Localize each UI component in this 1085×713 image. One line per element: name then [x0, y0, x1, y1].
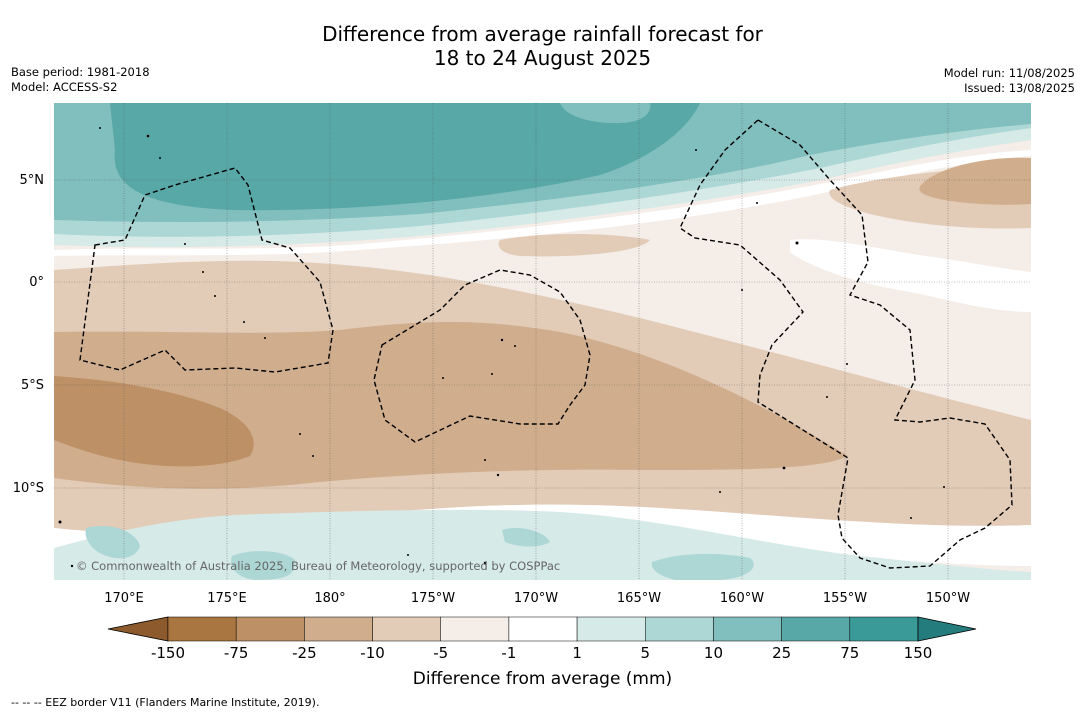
lon-label-165w: 165°W: [617, 591, 661, 606]
colorbar-extend-low: [107, 616, 169, 642]
lon-labels: 170°E 175°E 180° 175°W 170°W 165°W 160°W…: [104, 591, 970, 606]
north-core: [110, 103, 700, 211]
colorbar-tick-label: 5: [640, 644, 650, 662]
model-run-date: Model run: 11/08/2025: [943, 66, 1075, 80]
lon-label-180: 180°: [314, 591, 345, 606]
lon-label-160w: 160°W: [720, 591, 764, 606]
colorbar-tick-label: 150: [904, 644, 933, 662]
lon-label-170e: 170°E: [104, 591, 144, 606]
lon-label-175w: 175°W: [411, 591, 455, 606]
colorbar-segment: [645, 616, 714, 642]
brown-band-strong: [54, 376, 254, 467]
colorbar-segment: [167, 616, 237, 642]
colorbar-tick-label: -5: [433, 644, 448, 662]
colorbar-segment: [235, 616, 305, 642]
colorbar-tick-label: -1: [501, 644, 516, 662]
lon-label-155w: 155°W: [823, 591, 867, 606]
lat-labels: 5°N 0° 5°S 10°S: [13, 173, 44, 496]
eez-kiribati-gilbert: [79, 167, 334, 373]
lon-label-170w: 170°W: [514, 591, 558, 606]
lat-label-0: 0°: [29, 275, 44, 290]
brown-band-northeast-core: [919, 157, 1031, 205]
rainfall-anomaly-map: © Commonwealth of Australia 2025, Bureau…: [54, 103, 1031, 580]
lon-label-150w: 150°W: [926, 591, 970, 606]
colorbar-tick-label: -25: [292, 644, 317, 662]
copyright-notice: © Commonwealth of Australia 2025, Bureau…: [76, 559, 560, 573]
colorbar-segment: [372, 616, 441, 642]
colorbar-tick-label: -75: [224, 644, 249, 662]
south-patch-a: [85, 526, 140, 559]
map-title-line2: 18 to 24 August 2025: [433, 46, 652, 70]
map-title-line1: Difference from average rainfall forecas…: [322, 22, 763, 46]
eez-tokelau-phoenix: [373, 269, 591, 443]
south-patch-d: [651, 553, 754, 580]
eez-borders: [79, 119, 1013, 569]
colorbar-segment: [508, 616, 578, 642]
brown-band-north-patch: [498, 234, 650, 257]
colorbar-tick-label: 25: [772, 644, 791, 662]
south-patch-c: [502, 527, 550, 547]
colorbar-segment: [713, 616, 782, 642]
colorbar-tick-label: 75: [840, 644, 859, 662]
colorbar-segment: [849, 616, 919, 642]
islands: [58, 127, 945, 568]
issued-date: Issued: 13/08/2025: [964, 81, 1075, 95]
base-period: Base period: 1981-2018: [11, 65, 150, 79]
run-info: Model run: 11/08/2025 Issued: 13/08/2025: [944, 66, 1075, 96]
eez-line-islands: [679, 119, 1013, 569]
lat-label-5n: 5°N: [20, 173, 45, 188]
colorbar-segment: [304, 616, 373, 642]
lon-label-175e: 175°E: [207, 591, 247, 606]
colorbar-extend-high: [917, 616, 977, 642]
lat-label-10s: 10°S: [13, 481, 44, 496]
colorbar-tick-label: 10: [704, 644, 723, 662]
colorbar-tick-label: 1: [572, 644, 582, 662]
equatorial-dry-gap: [790, 239, 1031, 312]
colorbar-segment: [440, 616, 510, 642]
eez-footnote: -- -- -- EEZ border V11 (Flanders Marine…: [11, 696, 320, 709]
colorbar-tick-label: -10: [360, 644, 385, 662]
colorbar-tick-label: -150: [151, 644, 185, 662]
colorbar-segment: [576, 616, 646, 642]
model-info: Base period: 1981-2018 Model: ACCESS-S2: [11, 65, 150, 95]
graticule: [54, 103, 1031, 580]
colorbar: -150 -75 -25 -10 -5 -1 1 5 10 25 75 150: [107, 616, 977, 662]
north-island-core: [560, 103, 651, 124]
lat-label-5s: 5°S: [21, 378, 44, 393]
model-name: Model: ACCESS-S2: [11, 80, 118, 94]
south-patch-b: [231, 551, 295, 580]
colorbar-label: Difference from average (mm): [412, 669, 673, 689]
colorbar-segment: [781, 616, 851, 642]
